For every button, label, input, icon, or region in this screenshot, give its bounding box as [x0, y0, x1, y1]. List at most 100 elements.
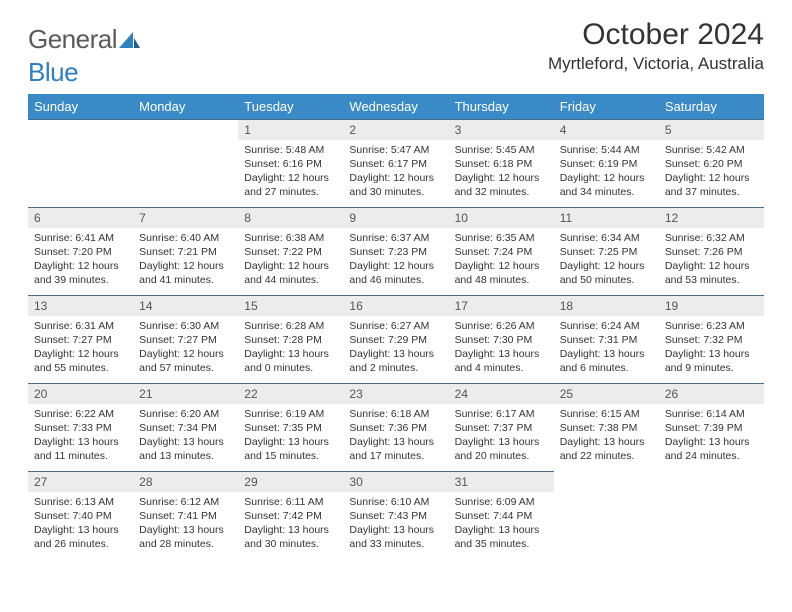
location: Myrtleford, Victoria, Australia [548, 54, 764, 74]
day-info-line: Daylight: 13 hours [455, 435, 548, 449]
calendar-cell: 27Sunrise: 6:13 AMSunset: 7:40 PMDayligh… [28, 471, 133, 559]
day-number: 7 [133, 207, 238, 228]
calendar-head: SundayMondayTuesdayWednesdayThursdayFrid… [28, 94, 764, 119]
day-info-line: and 30 minutes. [349, 185, 442, 199]
day-info-line: Sunrise: 6:30 AM [139, 319, 232, 333]
calendar-cell: 17Sunrise: 6:26 AMSunset: 7:30 PMDayligh… [449, 295, 554, 383]
day-info: Sunrise: 5:45 AMSunset: 6:18 PMDaylight:… [449, 140, 554, 202]
day-number: 28 [133, 471, 238, 492]
day-number: 10 [449, 207, 554, 228]
day-info-line: Daylight: 12 hours [349, 259, 442, 273]
day-info: Sunrise: 6:09 AMSunset: 7:44 PMDaylight:… [449, 492, 554, 554]
day-info-line: and 44 minutes. [244, 273, 337, 287]
day-info-line: Sunrise: 5:47 AM [349, 143, 442, 157]
day-info: Sunrise: 6:20 AMSunset: 7:34 PMDaylight:… [133, 404, 238, 466]
calendar-cell: 3Sunrise: 5:45 AMSunset: 6:18 PMDaylight… [449, 119, 554, 207]
calendar-cell: 26Sunrise: 6:14 AMSunset: 7:39 PMDayligh… [659, 383, 764, 471]
calendar-cell [554, 471, 659, 559]
day-info-line: Sunset: 7:41 PM [139, 509, 232, 523]
day-info-line: Daylight: 13 hours [349, 523, 442, 537]
day-info: Sunrise: 5:44 AMSunset: 6:19 PMDaylight:… [554, 140, 659, 202]
calendar-cell [133, 119, 238, 207]
day-info-line: Sunset: 7:27 PM [139, 333, 232, 347]
day-info-line: Sunrise: 6:31 AM [34, 319, 127, 333]
day-info-line: Sunrise: 6:37 AM [349, 231, 442, 245]
day-info-line: Sunset: 7:20 PM [34, 245, 127, 259]
weekday-header: Saturday [659, 94, 764, 119]
day-info-line: Sunset: 7:40 PM [34, 509, 127, 523]
day-info: Sunrise: 6:34 AMSunset: 7:25 PMDaylight:… [554, 228, 659, 290]
day-info-line: Sunrise: 6:22 AM [34, 407, 127, 421]
day-info: Sunrise: 6:22 AMSunset: 7:33 PMDaylight:… [28, 404, 133, 466]
day-info: Sunrise: 6:37 AMSunset: 7:23 PMDaylight:… [343, 228, 448, 290]
day-info-line: Sunset: 7:27 PM [34, 333, 127, 347]
day-number: 17 [449, 295, 554, 316]
weekday-header: Wednesday [343, 94, 448, 119]
calendar-cell [28, 119, 133, 207]
empty-day [133, 119, 238, 144]
day-info-line: Daylight: 12 hours [244, 259, 337, 273]
day-info-line: Sunrise: 6:23 AM [665, 319, 758, 333]
day-number: 13 [28, 295, 133, 316]
day-info-line: Sunset: 7:25 PM [560, 245, 653, 259]
day-info-line: Daylight: 12 hours [455, 171, 548, 185]
day-info: Sunrise: 6:26 AMSunset: 7:30 PMDaylight:… [449, 316, 554, 378]
day-info-line: Sunrise: 6:15 AM [560, 407, 653, 421]
day-info-line: Sunset: 7:28 PM [244, 333, 337, 347]
day-info-line: Sunrise: 6:10 AM [349, 495, 442, 509]
day-number: 21 [133, 383, 238, 404]
brand-name: GeneralBlue [28, 24, 141, 88]
day-number: 23 [343, 383, 448, 404]
day-info-line: Sunset: 6:19 PM [560, 157, 653, 171]
day-info-line: Daylight: 13 hours [34, 523, 127, 537]
calendar-cell: 20Sunrise: 6:22 AMSunset: 7:33 PMDayligh… [28, 383, 133, 471]
day-info-line: Sunrise: 6:18 AM [349, 407, 442, 421]
day-info-line: Sunrise: 6:14 AM [665, 407, 758, 421]
day-info-line: and 32 minutes. [455, 185, 548, 199]
weekday-header: Friday [554, 94, 659, 119]
day-info-line: and 34 minutes. [560, 185, 653, 199]
day-info-line: Daylight: 13 hours [244, 523, 337, 537]
calendar-cell: 30Sunrise: 6:10 AMSunset: 7:43 PMDayligh… [343, 471, 448, 559]
day-info-line: Sunset: 7:36 PM [349, 421, 442, 435]
day-number: 11 [554, 207, 659, 228]
day-number: 22 [238, 383, 343, 404]
day-info-line: Sunrise: 6:40 AM [139, 231, 232, 245]
day-number: 27 [28, 471, 133, 492]
day-info: Sunrise: 6:27 AMSunset: 7:29 PMDaylight:… [343, 316, 448, 378]
header: GeneralBlue October 2024 Myrtleford, Vic… [28, 18, 764, 88]
day-number: 12 [659, 207, 764, 228]
calendar-cell: 28Sunrise: 6:12 AMSunset: 7:41 PMDayligh… [133, 471, 238, 559]
calendar-week: 6Sunrise: 6:41 AMSunset: 7:20 PMDaylight… [28, 207, 764, 295]
day-info-line: Sunrise: 6:09 AM [455, 495, 548, 509]
day-info: Sunrise: 6:19 AMSunset: 7:35 PMDaylight:… [238, 404, 343, 466]
day-info-line: and 57 minutes. [139, 361, 232, 375]
day-info-line: Sunset: 7:32 PM [665, 333, 758, 347]
day-info-line: Sunrise: 5:48 AM [244, 143, 337, 157]
day-number: 5 [659, 119, 764, 140]
day-info-line: and 15 minutes. [244, 449, 337, 463]
calendar-cell: 1Sunrise: 5:48 AMSunset: 6:16 PMDaylight… [238, 119, 343, 207]
day-info-line: Daylight: 12 hours [139, 259, 232, 273]
day-info-line: Sunset: 7:23 PM [349, 245, 442, 259]
day-info-line: Sunset: 7:24 PM [455, 245, 548, 259]
day-number: 31 [449, 471, 554, 492]
day-info-line: and 9 minutes. [665, 361, 758, 375]
day-info: Sunrise: 6:23 AMSunset: 7:32 PMDaylight:… [659, 316, 764, 378]
day-info-line: Sunset: 7:21 PM [139, 245, 232, 259]
day-info-line: Daylight: 12 hours [665, 171, 758, 185]
month-title: October 2024 [548, 18, 764, 52]
calendar-cell: 10Sunrise: 6:35 AMSunset: 7:24 PMDayligh… [449, 207, 554, 295]
day-info-line: Sunrise: 6:32 AM [665, 231, 758, 245]
day-info-line: Sunset: 7:44 PM [455, 509, 548, 523]
day-info-line: and 13 minutes. [139, 449, 232, 463]
day-info-line: Sunrise: 5:44 AM [560, 143, 653, 157]
day-info-line: Daylight: 12 hours [560, 259, 653, 273]
day-info-line: and 35 minutes. [455, 537, 548, 551]
day-number: 15 [238, 295, 343, 316]
day-info: Sunrise: 6:35 AMSunset: 7:24 PMDaylight:… [449, 228, 554, 290]
calendar-week: 1Sunrise: 5:48 AMSunset: 6:16 PMDaylight… [28, 119, 764, 207]
calendar-cell: 8Sunrise: 6:38 AMSunset: 7:22 PMDaylight… [238, 207, 343, 295]
day-info-line: Daylight: 12 hours [139, 347, 232, 361]
calendar-week: 27Sunrise: 6:13 AMSunset: 7:40 PMDayligh… [28, 471, 764, 559]
